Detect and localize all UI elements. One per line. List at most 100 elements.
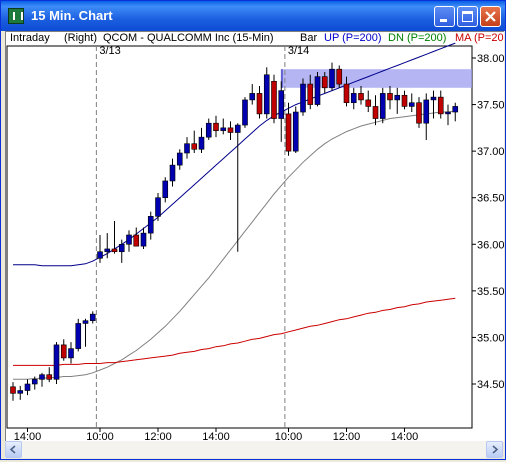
x-tick-label: 12:00 — [144, 431, 172, 442]
candle-body — [10, 386, 16, 394]
maximize-icon — [462, 11, 473, 22]
x-tick-label: 12:00 — [333, 431, 361, 442]
candle-body — [227, 127, 234, 133]
up-band-legend: UP (P=200) — [324, 32, 382, 44]
axis-side-label: (Right) — [64, 32, 98, 44]
y-tick-label: 34.50 — [477, 379, 504, 391]
candle-body — [321, 76, 328, 89]
arrow-left-icon — [9, 445, 16, 454]
candle-body — [372, 106, 379, 119]
candle-body — [46, 374, 53, 380]
candle-body — [68, 348, 74, 359]
x-tick-label: 14:00 — [14, 431, 42, 442]
candle-body — [263, 74, 270, 115]
candle-body — [104, 248, 111, 253]
candle-body — [300, 83, 306, 113]
candle-body — [31, 379, 38, 385]
candle-body — [249, 93, 256, 101]
y-tick-label: 36.00 — [477, 239, 504, 251]
horizontal-scrollbar[interactable] — [5, 441, 503, 458]
y-tick-label: 35.50 — [477, 286, 504, 298]
x-tick-label: 10:00 — [86, 431, 114, 442]
candle-body — [111, 248, 118, 253]
interval-mode-label: Intraday — [10, 32, 50, 44]
y-tick-label: 38.00 — [477, 53, 504, 65]
candle-body — [285, 113, 292, 152]
candle-body — [97, 251, 103, 259]
candle-body — [394, 94, 401, 101]
candle-body — [365, 99, 372, 107]
day-separator-label: 3/13 — [99, 45, 120, 57]
candle-body — [256, 93, 263, 115]
chart-app-icon — [8, 8, 24, 24]
candle-body — [430, 96, 437, 101]
minimize-button[interactable] — [434, 6, 455, 27]
plot-frame — [6, 45, 473, 429]
candle-body — [133, 234, 140, 247]
maximize-button[interactable] — [457, 6, 478, 27]
candle-body — [242, 99, 248, 126]
candle-body — [379, 93, 386, 119]
candle-body — [155, 197, 161, 217]
candle-body — [184, 143, 190, 154]
candle-body — [445, 111, 451, 115]
candle-body — [126, 234, 132, 245]
candle-body — [169, 164, 176, 182]
candle-body — [17, 390, 24, 394]
candle-body — [350, 93, 357, 104]
candle-body — [408, 102, 415, 107]
candle-body — [329, 68, 335, 89]
window-title: 15 Min. Chart — [31, 8, 113, 23]
chart-info-bar: Intraday (Right) QCOM - QUALCOMM Inc (15… — [6, 32, 504, 46]
candle-body — [307, 83, 314, 105]
candle-body — [205, 122, 212, 138]
day-separator-label: 3/14 — [288, 45, 309, 57]
candle-body — [24, 383, 31, 391]
candle-body — [234, 124, 241, 133]
candle-body — [82, 320, 89, 324]
candle-body — [60, 344, 67, 359]
candle-body — [343, 83, 350, 104]
candle-body — [191, 143, 198, 150]
candle-body — [213, 122, 219, 131]
candle-body — [278, 90, 285, 119]
candle-body — [401, 94, 408, 107]
candle-body — [314, 76, 321, 105]
candle-body — [423, 99, 430, 124]
arrow-right-icon — [492, 445, 499, 454]
dn-band-line — [13, 110, 456, 380]
candle-body — [147, 216, 154, 234]
x-tick-label: 14:00 — [202, 431, 230, 442]
ma-line — [13, 297, 456, 366]
scroll-right-button[interactable] — [486, 441, 503, 458]
candle-body — [176, 152, 183, 166]
candle-body — [452, 106, 459, 113]
symbol-label: QCOM - QUALCOMM Inc (15-Min) — [103, 32, 274, 44]
candle-body — [198, 136, 205, 150]
candle-body — [118, 243, 125, 253]
candle-body — [416, 102, 422, 124]
candle-body — [437, 96, 444, 115]
chart-style-label: Bar — [300, 32, 318, 44]
candle-body — [336, 68, 343, 85]
candle-body — [162, 180, 169, 199]
candle-body — [387, 93, 393, 101]
candle-body — [89, 313, 96, 321]
candle-body — [75, 323, 82, 349]
title-bar[interactable]: 15 Min. Chart — [1, 1, 505, 31]
close-button[interactable] — [480, 6, 501, 27]
chart-plot: 3/13 3/14 38.00 37.50 37.00 36.50 36.00 35.50 35… — [6, 42, 504, 442]
scroll-left-button[interactable] — [5, 441, 22, 458]
y-tick-label: 37.00 — [477, 146, 504, 158]
y-tick-label: 36.50 — [477, 193, 504, 205]
y-tick-label: 35.00 — [477, 332, 504, 344]
candle-body — [292, 111, 299, 152]
candle-body — [271, 80, 277, 119]
y-tick-label: 37.50 — [477, 100, 504, 112]
dn-band-legend: DN (P=200) — [388, 32, 447, 44]
candle-body — [358, 93, 364, 101]
price-chart-area[interactable]: Intraday (Right) QCOM - QUALCOMM Inc (15… — [5, 31, 504, 442]
x-tick-label: 10:00 — [275, 431, 303, 442]
ma-legend: MA (P=20 — [455, 32, 504, 44]
